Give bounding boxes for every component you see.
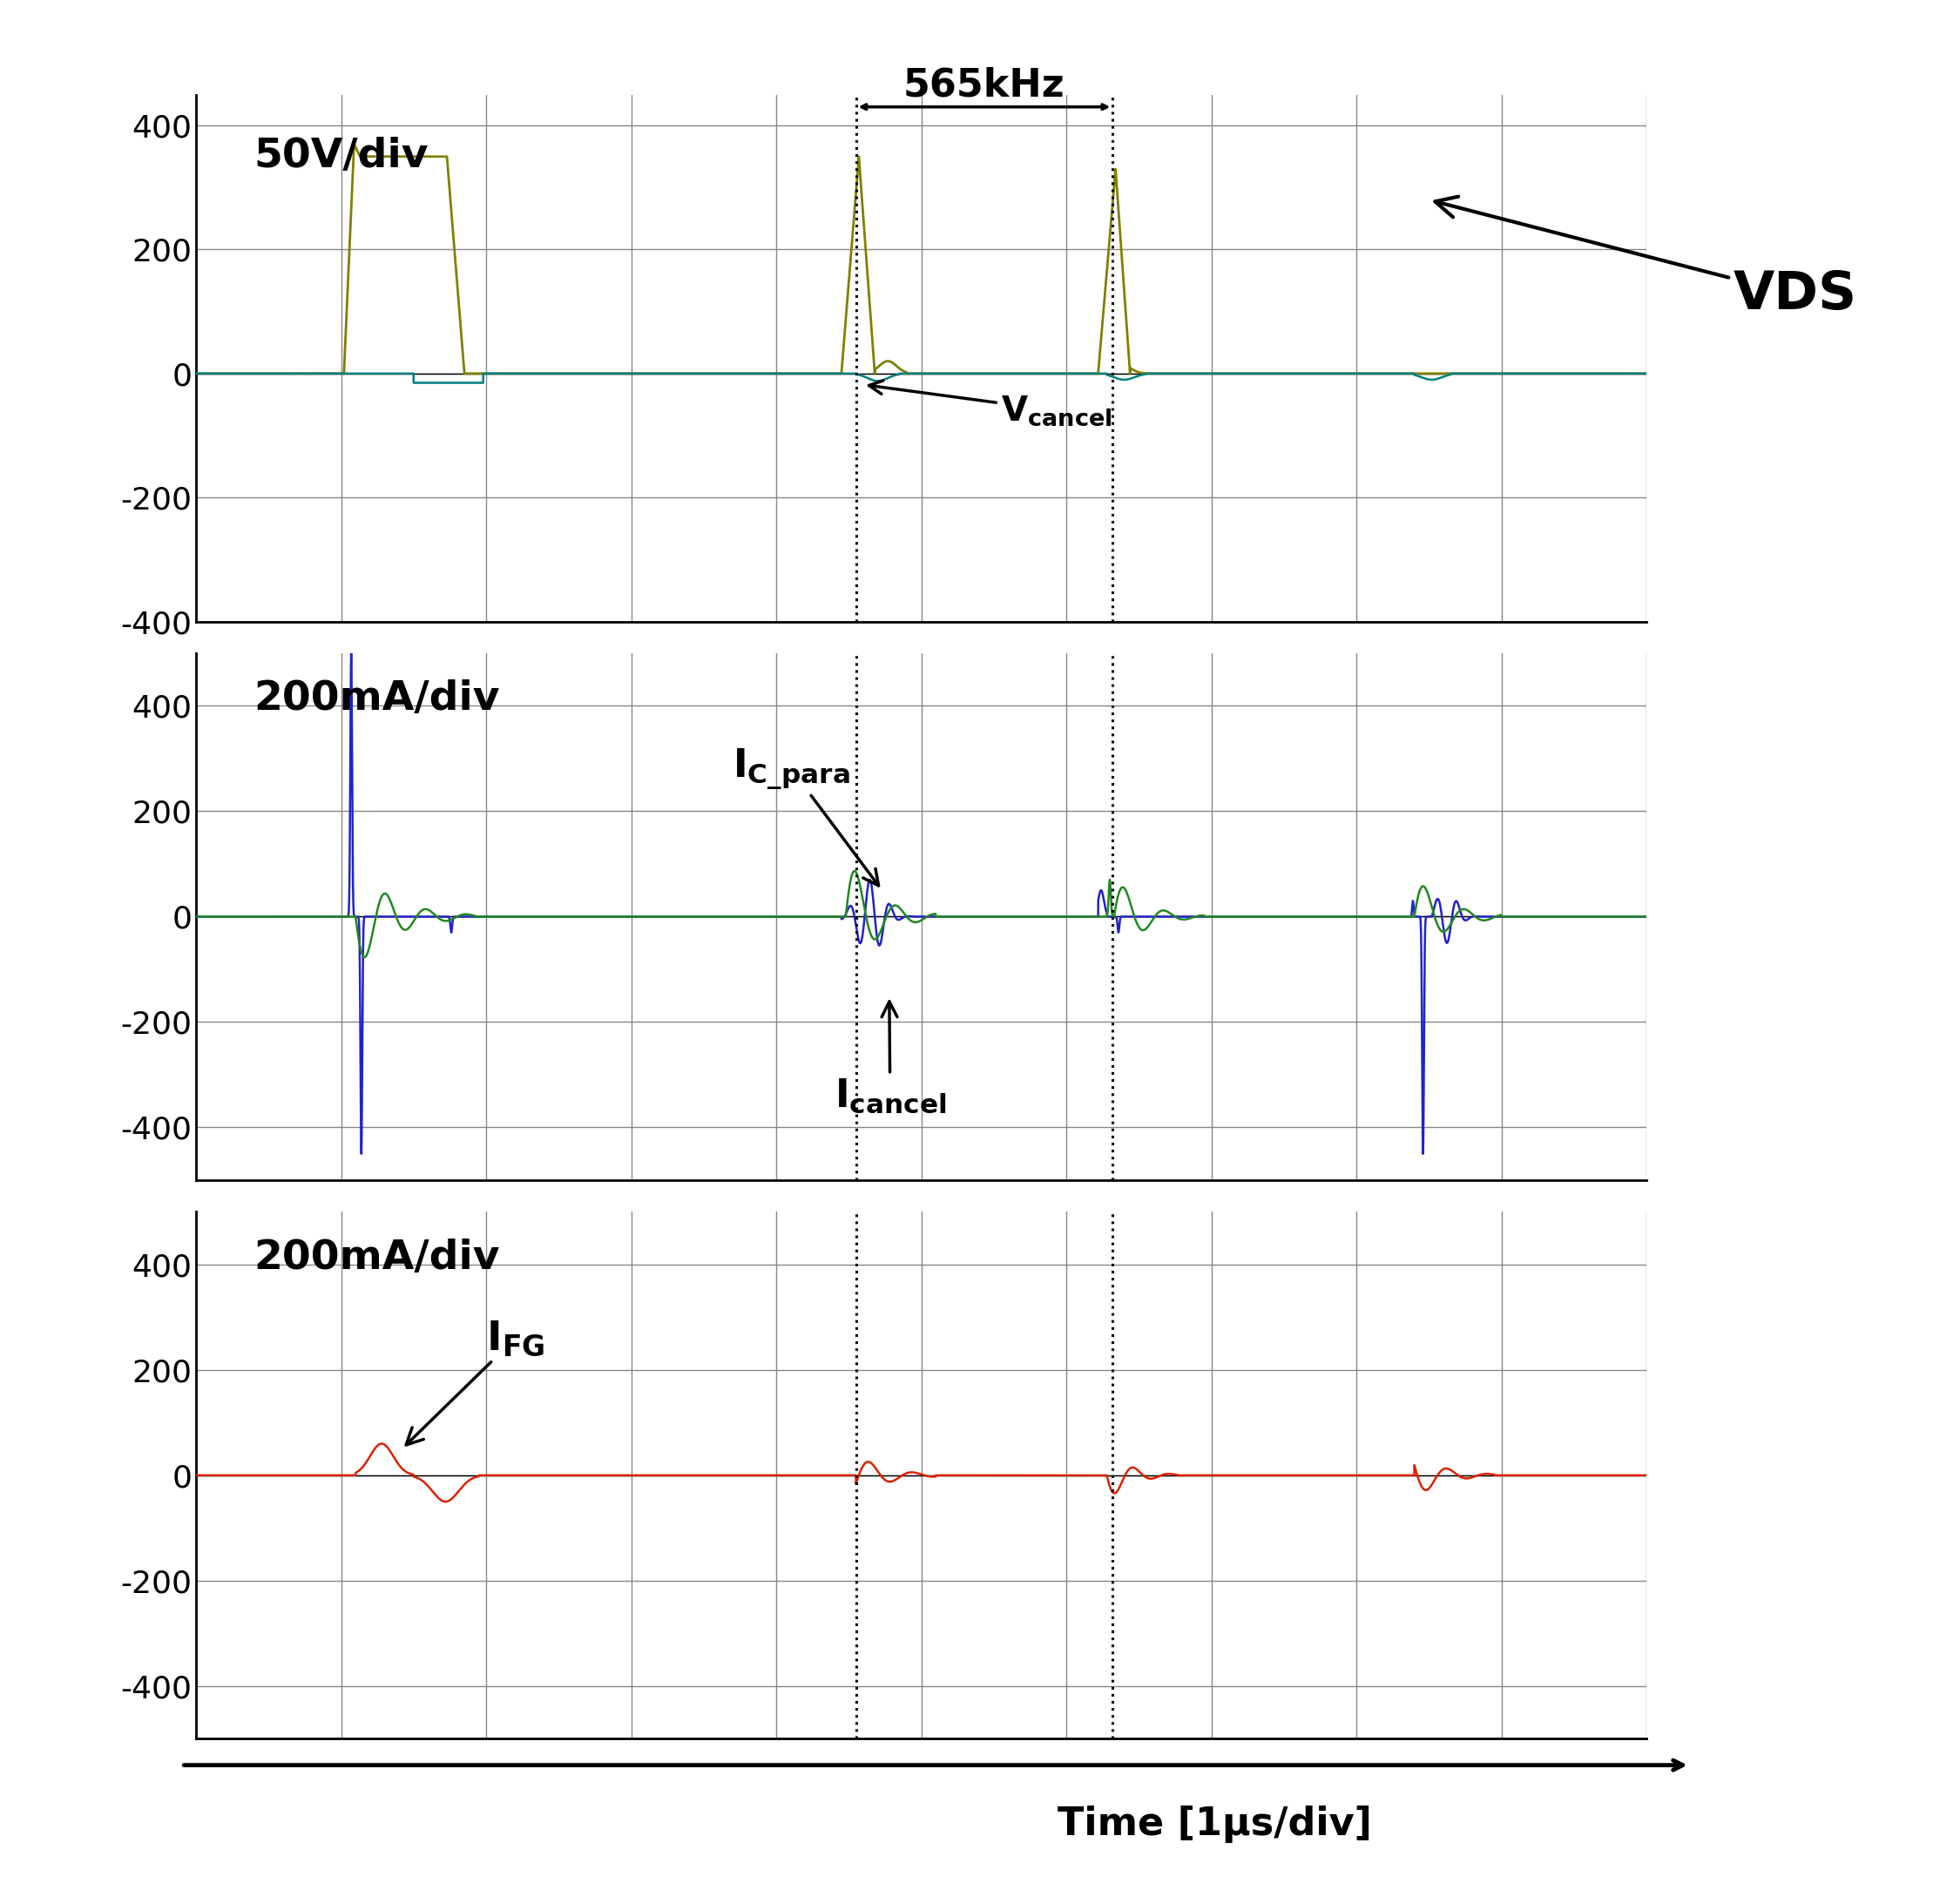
Text: 50V/div: 50V/div	[255, 136, 429, 176]
Text: I$_{\mathbf{C\_para}}$: I$_{\mathbf{C\_para}}$	[733, 747, 878, 886]
Text: I$_{\mathbf{cancel}}$: I$_{\mathbf{cancel}}$	[835, 1002, 947, 1115]
Text: 200mA/div: 200mA/div	[255, 1238, 500, 1278]
Text: 565kHz: 565kHz	[904, 66, 1064, 104]
Text: 200mA/div: 200mA/div	[255, 680, 500, 718]
Text: Time [1μs/div]: Time [1μs/div]	[1058, 1805, 1372, 1843]
Text: VDS: VDS	[1435, 197, 1858, 321]
Text: V$_{\mathbf{cancel}}$: V$_{\mathbf{cancel}}$	[868, 380, 1113, 427]
Text: I$_{\mathbf{FG}}$: I$_{\mathbf{FG}}$	[406, 1319, 545, 1444]
